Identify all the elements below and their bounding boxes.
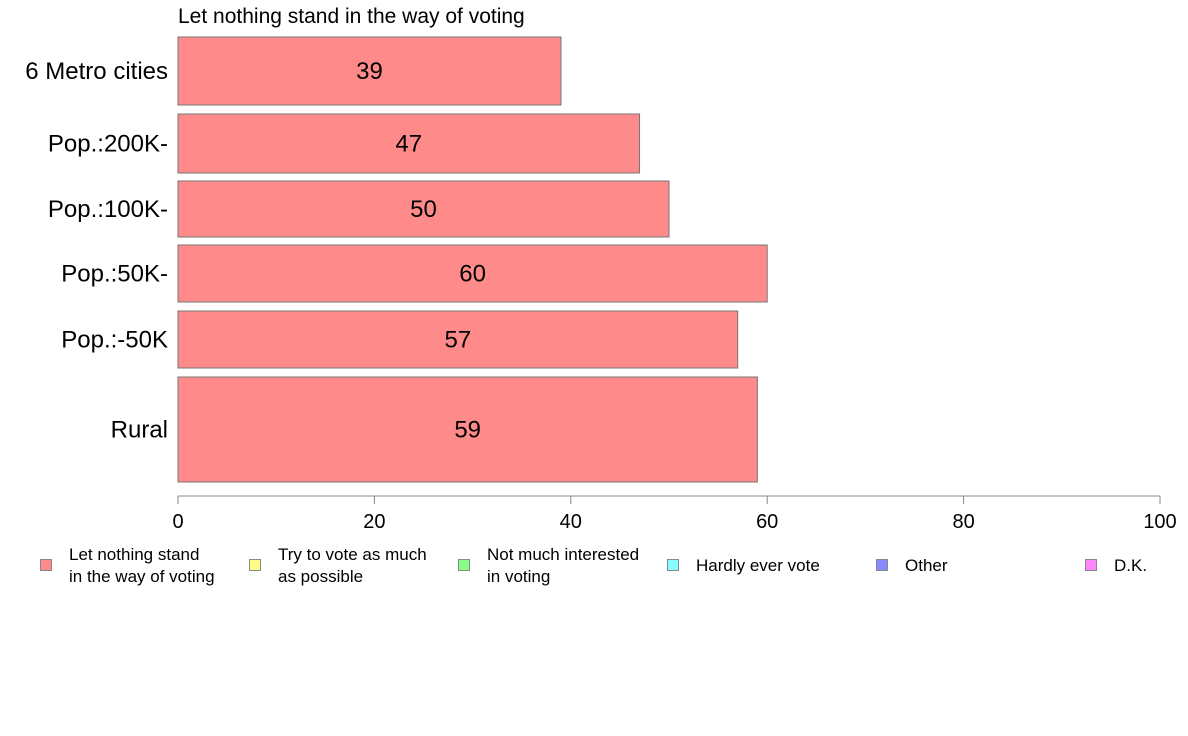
x-tick-label: 60 xyxy=(756,511,778,533)
category-label: Rural xyxy=(111,417,168,444)
bar xyxy=(177,113,641,174)
bar xyxy=(177,244,768,303)
x-tick-label: 20 xyxy=(363,511,385,533)
bar xyxy=(177,310,739,369)
category-label: Pop.:200K- xyxy=(48,131,168,158)
x-axis: 0 20 40 60 80 100 xyxy=(172,495,1177,533)
bar xyxy=(177,376,758,483)
x-tick-label: 80 xyxy=(952,511,974,533)
bar xyxy=(177,180,670,238)
data-label: 39 xyxy=(356,58,383,85)
x-tick-label: 0 xyxy=(172,511,183,533)
x-tick-label: 40 xyxy=(560,511,582,533)
data-label: 47 xyxy=(395,131,422,158)
x-tick-label: 100 xyxy=(1143,511,1176,533)
data-label: 50 xyxy=(410,196,437,223)
bar xyxy=(177,36,562,106)
data-label: 59 xyxy=(454,417,481,444)
bars-layer: 39 6 Metro cities 47 Pop.:200K- 50 Pop.:100K-… xyxy=(25,36,768,483)
category-label: Pop.:50K- xyxy=(61,261,168,288)
category-label: Pop.:100K- xyxy=(48,196,168,223)
category-label: Pop.:-50K xyxy=(61,327,168,354)
category-label: 6 Metro cities xyxy=(25,58,168,85)
chart-title: Let nothing stand in the way of voting xyxy=(178,5,525,28)
data-label: 57 xyxy=(445,327,472,354)
data-label: 60 xyxy=(459,261,486,288)
